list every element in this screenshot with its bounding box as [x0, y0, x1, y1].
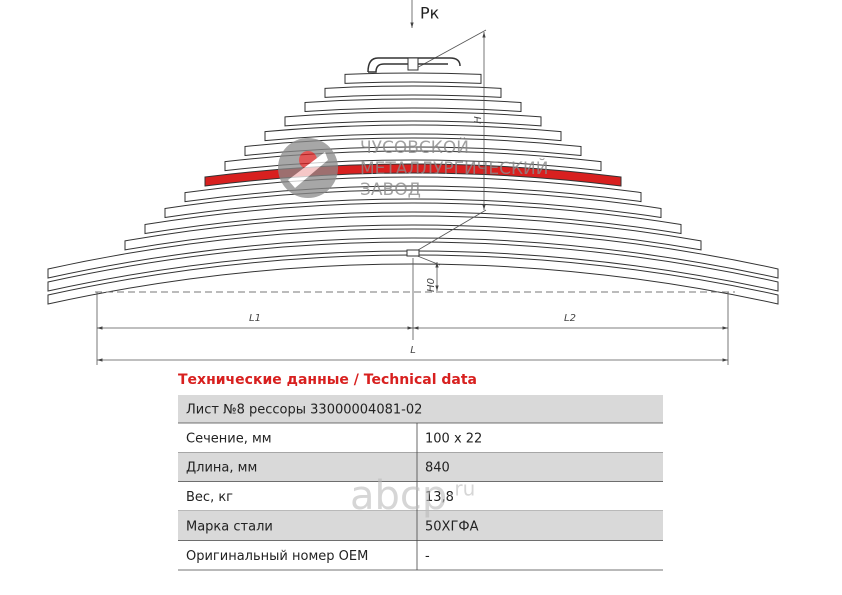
leaf [47, 241, 779, 292]
leaf [304, 98, 522, 113]
cell: - [425, 549, 430, 564]
cell: Вес, кг [186, 490, 233, 505]
dim-label: L2 [564, 313, 576, 324]
dim-label: H0 [426, 278, 437, 292]
bolt [406, 249, 420, 257]
row-bg [178, 395, 663, 423]
watermark-line: ЗАВОД [360, 180, 421, 200]
dim-line [412, 209, 487, 254]
dim-label: L1 [249, 313, 261, 324]
leaf [284, 111, 542, 127]
cell: Лист №8 рессоры 33000004081-02 [186, 403, 422, 418]
logo [278, 138, 338, 198]
watermark-line: МЕТАЛЛУРГИЧЕСКИЙ [360, 157, 548, 179]
stamp-brand: abcp [350, 473, 447, 519]
leaf [47, 254, 779, 305]
row-bg [178, 452, 663, 482]
leaf [244, 137, 582, 157]
leaf [144, 202, 682, 235]
watermark-line: ЧУСОВСКОЙ [360, 136, 469, 158]
stamp-domain: .ru [448, 477, 475, 501]
leaf [124, 215, 702, 251]
leaf [164, 189, 662, 219]
cell: 100 x 22 [425, 431, 482, 446]
cell: Сечение, мм [186, 431, 272, 446]
bolt [407, 57, 419, 71]
row-bg [178, 511, 663, 541]
cell: 50ХГФА [425, 519, 479, 534]
cell: 840 [425, 461, 450, 476]
dim-label: L [410, 345, 416, 356]
watermark: ЧУСОВСКОЙ МЕТАЛЛУРГИЧЕСКИЙ ЗАВОД [360, 136, 548, 200]
load-label: Pк [420, 4, 440, 23]
leaf [264, 124, 562, 142]
cell: Марка стали [186, 519, 273, 534]
table-title: Технические данные / Technical data [178, 372, 477, 388]
table: Лист №8 рессоры 33000004081-02 Сечение, м… [178, 395, 663, 571]
leaf [47, 228, 779, 279]
leaf [324, 85, 502, 98]
leaf [344, 72, 482, 84]
dim-label: H [473, 116, 484, 124]
cell: Длина, мм [186, 461, 257, 476]
cell: 13,8 [425, 490, 454, 505]
cell: Оригинальный номер OEM [186, 549, 368, 564]
